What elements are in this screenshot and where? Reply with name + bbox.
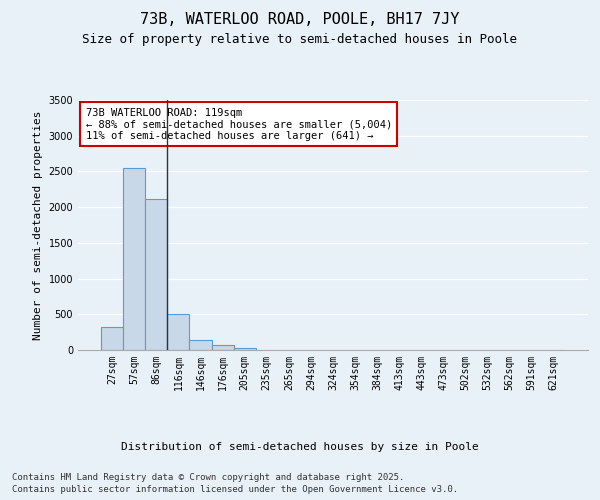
Bar	[233, 348, 256, 350]
Bar	[212, 346, 233, 350]
Y-axis label: Number of semi-detached properties: Number of semi-detached properties	[33, 110, 43, 340]
Text: Contains HM Land Registry data © Crown copyright and database right 2025.: Contains HM Land Registry data © Crown c…	[12, 472, 404, 482]
Bar	[190, 340, 212, 350]
Bar	[101, 327, 123, 350]
Text: Distribution of semi-detached houses by size in Poole: Distribution of semi-detached houses by …	[121, 442, 479, 452]
Bar	[167, 314, 190, 350]
Bar	[123, 168, 145, 350]
Bar	[145, 200, 167, 350]
Text: 73B, WATERLOO ROAD, POOLE, BH17 7JY: 73B, WATERLOO ROAD, POOLE, BH17 7JY	[140, 12, 460, 28]
Text: 73B WATERLOO ROAD: 119sqm
← 88% of semi-detached houses are smaller (5,004)
11% : 73B WATERLOO ROAD: 119sqm ← 88% of semi-…	[86, 108, 392, 140]
Text: Size of property relative to semi-detached houses in Poole: Size of property relative to semi-detach…	[83, 32, 517, 46]
Text: Contains public sector information licensed under the Open Government Licence v3: Contains public sector information licen…	[12, 485, 458, 494]
